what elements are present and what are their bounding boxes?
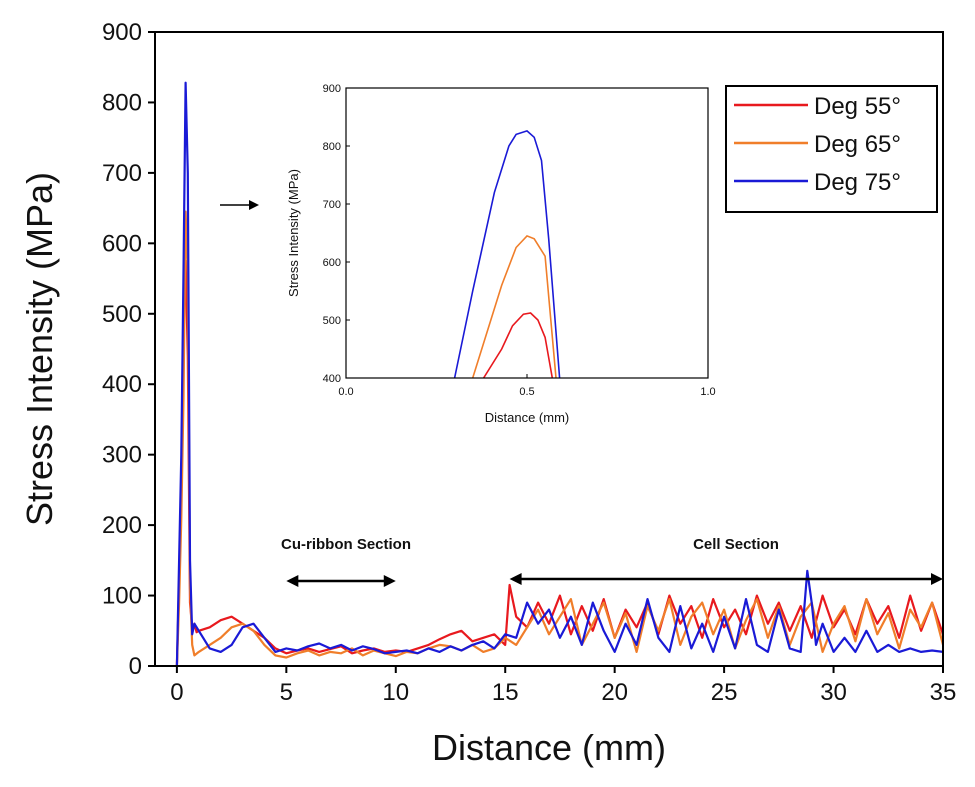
main-x-tick-label: 25 bbox=[711, 679, 738, 706]
inset-background bbox=[346, 88, 708, 378]
legend-label-1: Deg 65° bbox=[814, 131, 901, 158]
inset-plot: 0.0 0.5 1.0 400 500 600 700 800 900 Distance (mm)… bbox=[286, 83, 716, 425]
inset-pointer-arrow-head bbox=[249, 200, 259, 210]
main-x-tick-label: 15 bbox=[492, 679, 519, 706]
annotation-label-0: Cu-ribbon Section bbox=[281, 536, 411, 553]
main-y-tick-label: 300 bbox=[102, 442, 142, 469]
main-plot-frame bbox=[154, 31, 944, 667]
main-series-line-2 bbox=[175, 81, 943, 666]
main-y-tick-label: 500 bbox=[102, 301, 142, 328]
main-x-tick-label: 0 bbox=[170, 679, 183, 706]
annotation-label-1: Cell Section bbox=[693, 536, 779, 553]
main-x-axis-title: Distance (mm) bbox=[432, 727, 666, 768]
inset-x-axis-title: Distance (mm) bbox=[485, 410, 570, 425]
annotation-arrowhead-left-1 bbox=[509, 573, 522, 585]
main-x-tick-label: 5 bbox=[280, 679, 293, 706]
annotations: Cu-ribbon Section Cell Section bbox=[220, 200, 943, 587]
inset-y-tick-label: 500 bbox=[323, 315, 341, 327]
main-y-tick-label: 700 bbox=[102, 160, 142, 187]
main-y-axis-title: Stress Intensity (MPa) bbox=[19, 172, 60, 526]
legend-label-0: Deg 55° bbox=[814, 93, 901, 120]
main-y-tick-label: 800 bbox=[102, 89, 142, 116]
inset-y-tick-label: 600 bbox=[323, 257, 341, 269]
annotation-arrowhead-left-0 bbox=[286, 575, 299, 587]
inset-x-tick-label: 0.0 bbox=[338, 386, 353, 398]
inset-y-tick-label: 800 bbox=[323, 141, 341, 153]
inset-series-line-1 bbox=[471, 234, 557, 378]
main-y-tick-label: 100 bbox=[102, 583, 142, 610]
main-series-line-1 bbox=[175, 210, 943, 666]
inset-x-tick-label: 1.0 bbox=[700, 386, 715, 398]
legend-box bbox=[725, 85, 938, 213]
inset-y-axis-title: Stress Intensity (MPa) bbox=[286, 169, 301, 297]
main-series-line-0 bbox=[175, 259, 943, 666]
main-y-tick-label: 400 bbox=[102, 371, 142, 398]
main-y-tick-label: 0 bbox=[129, 653, 142, 680]
main-y-tick-label: 900 bbox=[102, 19, 142, 46]
inset-y-tick-label: 400 bbox=[323, 373, 341, 385]
main-x-tick-label: 10 bbox=[382, 679, 409, 706]
inset-x-tick-label: 0.5 bbox=[519, 386, 534, 398]
legend: Deg 55° Deg 65° Deg 75° bbox=[725, 85, 938, 213]
main-plot: 0 5 10 15 20 25 30 35 0 100 200 300 400 500 600 700 800 9… bbox=[19, 19, 956, 768]
inset-y-tick-label: 900 bbox=[323, 83, 341, 95]
main-x-tick-label: 30 bbox=[820, 679, 847, 706]
inset-y-tick-label: 700 bbox=[323, 199, 341, 211]
inset-series-line-2 bbox=[453, 129, 561, 378]
annotation-arrowhead-right-1 bbox=[931, 573, 943, 585]
legend-label-2: Deg 75° bbox=[814, 169, 901, 196]
inset-series-line-0 bbox=[482, 312, 554, 378]
main-x-tick-label: 35 bbox=[930, 679, 957, 706]
annotation-arrowhead-right-0 bbox=[383, 575, 396, 587]
main-y-tick-label: 200 bbox=[102, 512, 142, 539]
main-x-tick-label: 20 bbox=[601, 679, 628, 706]
main-y-tick-label: 600 bbox=[102, 230, 142, 257]
